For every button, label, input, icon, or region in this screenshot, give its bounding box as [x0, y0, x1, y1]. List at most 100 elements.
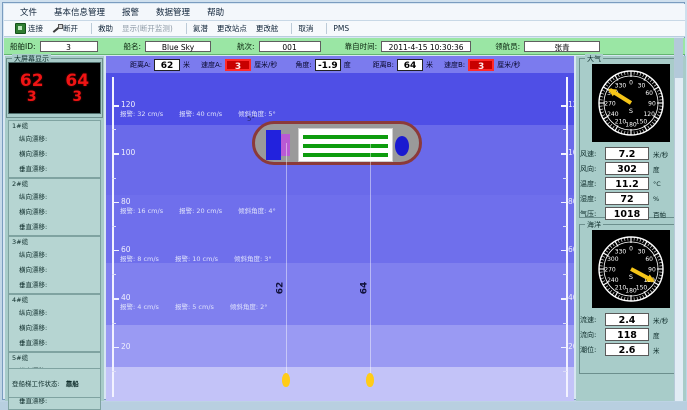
- voyage-label: 航次:: [237, 41, 255, 52]
- svg-text:330: 330: [615, 248, 627, 255]
- toolbar-button-label: PMS: [333, 24, 349, 33]
- svg-text:150: 150: [636, 285, 648, 292]
- menu-item-3[interactable]: 报警: [120, 5, 141, 19]
- ship-name-field: 船名: Blue Sky: [124, 41, 212, 52]
- alarm-zone-4-tilt: 倾斜角度: 2°: [230, 301, 268, 311]
- pilot-value[interactable]: 张青: [524, 41, 600, 52]
- cable-4-row-2: 横向漂移:: [19, 321, 101, 332]
- ocean-unit: 米: [653, 345, 660, 355]
- scrollbar-thumb[interactable]: [675, 38, 683, 78]
- axis-minor-tick: [112, 274, 116, 275]
- big-display-screen: 62 64 3 3: [8, 62, 101, 114]
- menu-item-5[interactable]: 帮助: [205, 5, 226, 19]
- atmosphere-row-3: 温度:11.2°C: [580, 176, 676, 191]
- distance-a-label: 距离A:: [130, 60, 151, 70]
- mooring-line-2: [370, 143, 371, 375]
- toolbar-button-4[interactable]: 显示(断开监测): [121, 23, 174, 34]
- toolbar-button-9[interactable]: PMS: [332, 24, 350, 33]
- svg-text:210: 210: [615, 285, 627, 292]
- axis-tick-label-20: 20: [568, 342, 574, 351]
- measurement-bar: 距离A: 62 米 速度A: 3 厘米/秒 角度: -1.9 度 距离B: 64…: [106, 56, 574, 73]
- axis-tick: [561, 298, 568, 299]
- ocean-caption: 海洋: [585, 220, 603, 230]
- vessel-info-bar: 船舶ID: 3 船名: Blue Sky 航次: 001 靠自时间: 2011-…: [4, 38, 685, 55]
- alarm-zone-4-alarm-2: 报警: 5 cm/s: [175, 301, 214, 311]
- svg-text:150: 150: [636, 119, 648, 126]
- ship-id-value[interactable]: 3: [40, 41, 98, 52]
- axis-tick: [112, 347, 119, 348]
- cable-group-2: 2#缆纵向漂移:横向漂移:垂直漂移:: [8, 178, 101, 236]
- big-display-distance-a: 62: [20, 72, 44, 90]
- toolbar-button-1[interactable]: 连接: [14, 23, 44, 34]
- distance-b-unit: 米: [426, 60, 433, 70]
- atmosphere-value: 302: [605, 162, 649, 175]
- gangway-status-label: 登船梯工作状态:: [12, 378, 60, 388]
- voyage-value[interactable]: 001: [259, 41, 321, 52]
- svg-text:270: 270: [604, 101, 616, 108]
- cable-3-row-3: 垂直漂移:: [19, 278, 101, 289]
- cable-drift-label: 垂直漂移:: [19, 163, 47, 173]
- alarm-zone-1-alarm-1: 报警: 32 cm/s: [120, 108, 163, 118]
- menu-item-1[interactable]: 文件: [18, 5, 39, 19]
- cable-title-2: 2#缆: [12, 178, 28, 188]
- cable-title-4: 4#缆: [12, 294, 28, 304]
- distance-b-label: 距离B:: [373, 60, 394, 70]
- axis-tick-label-120: 120: [568, 100, 574, 109]
- toolbar-button-8[interactable]: 取消: [297, 23, 314, 34]
- vertical-scrollbar[interactable]: [674, 38, 683, 401]
- mooring-distance-label-1: 62: [275, 282, 285, 295]
- axis-minor-tick: [112, 323, 116, 324]
- toolbar-button-label: 显示(断开监测): [122, 23, 173, 34]
- axis-tick-label-60: 60: [568, 245, 574, 254]
- alarm-zone-3-alarm-1: 报警: 8 cm/s: [120, 253, 159, 263]
- axis-tick: [561, 250, 568, 251]
- axis-minor-tick: [563, 226, 567, 227]
- angle-value: -1.9: [315, 59, 341, 71]
- svg-text:S: S: [629, 107, 633, 115]
- big-display-distance-b: 64: [65, 72, 89, 90]
- ship-name-value[interactable]: Blue Sky: [145, 41, 211, 52]
- right-panel: 大气 0306090120150180210240270300330S 风速:7…: [576, 56, 686, 401]
- toolbar-button-label: 断开: [63, 23, 78, 34]
- alarm-zone-3-tilt: 倾斜角度: 3°: [234, 253, 272, 263]
- menu-item-2[interactable]: 基本信息管理: [52, 5, 107, 19]
- vessel-graphic[interactable]: [252, 121, 422, 165]
- ocean-value: 118: [605, 328, 649, 341]
- berth-time-value[interactable]: 2011-4-15 10:30:36: [381, 41, 471, 52]
- berthing-chart-panel: 距离A: 62 米 速度A: 3 厘米/秒 角度: -1.9 度 距离B: 64…: [106, 56, 574, 401]
- speed-b-value: 3: [468, 59, 494, 71]
- cable-3-row-1: 纵向漂移:: [19, 248, 101, 259]
- svg-text:330: 330: [615, 82, 627, 89]
- vessel-deck-box: [298, 128, 393, 162]
- atmosphere-label: 气压:: [580, 209, 605, 219]
- cable-drift-label: 横向漂移:: [19, 322, 47, 332]
- toolbar-button-7[interactable]: 更改舷: [255, 23, 280, 34]
- chart-band-4: [106, 263, 574, 325]
- ship-id-label: 船舶ID:: [10, 41, 36, 52]
- toolbar-separator: [326, 23, 327, 34]
- ocean-value: 2.4: [605, 313, 649, 326]
- menu-item-4[interactable]: 数据管理: [154, 5, 192, 19]
- cable-drift-label: 横向漂移:: [19, 206, 47, 216]
- toolbar-button-5[interactable]: 氦潜: [192, 23, 209, 34]
- axis-tick-label-100: 100: [121, 148, 135, 157]
- speed-b-unit: 厘米/秒: [497, 60, 520, 70]
- cable-title-3: 3#缆: [12, 236, 28, 246]
- svg-text:270: 270: [604, 267, 616, 274]
- atmosphere-unit: 度: [653, 164, 660, 174]
- axis-tick: [561, 347, 568, 348]
- toolbar-button-2[interactable]: 断开: [51, 23, 79, 34]
- toolbar-button-6[interactable]: 更改站点: [216, 23, 248, 34]
- plug-icon: [15, 23, 26, 34]
- angle-label: 角度:: [295, 60, 311, 70]
- toolbar-button-3[interactable]: 救助: [97, 23, 114, 34]
- atmosphere-caption: 大气: [585, 54, 603, 64]
- mooring-buoy-1[interactable]: [282, 373, 290, 387]
- atmosphere-label: 湿度:: [580, 194, 605, 204]
- axis-tick-label-60: 60: [121, 245, 131, 254]
- mooring-distance-label-2: 64: [360, 282, 370, 295]
